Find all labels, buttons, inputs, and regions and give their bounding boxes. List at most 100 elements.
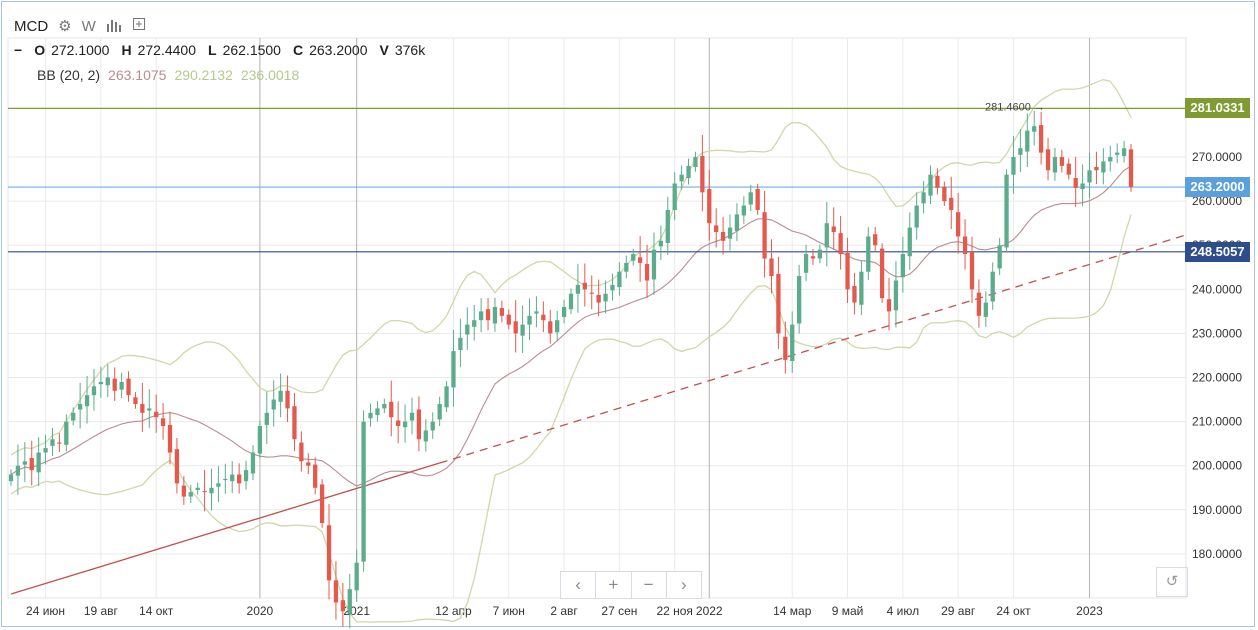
candle-body (541, 314, 546, 321)
candle-body (693, 157, 698, 167)
candle-body (700, 155, 705, 193)
candle-body (575, 284, 581, 294)
price-line-tag[interactable]: 263.2000 (1185, 177, 1250, 198)
candle-body (1018, 148, 1023, 155)
candle-body (195, 487, 200, 490)
candle-body (154, 411, 159, 418)
candle-body (1108, 157, 1113, 162)
candle-body (997, 245, 1002, 269)
candle-body (368, 412, 373, 419)
price-line-tag[interactable]: 248.5057 (1185, 241, 1250, 262)
candle-body (285, 390, 290, 409)
candle-body (921, 192, 926, 204)
ohlc-dash: − (14, 42, 23, 58)
price-line-tag[interactable]: 281.0331 (1185, 98, 1250, 119)
candle-body (596, 294, 601, 303)
add-compare-icon[interactable] (132, 17, 147, 35)
period-w-button[interactable]: W (81, 17, 96, 35)
candle-body (1038, 125, 1044, 153)
scroll-right-button[interactable]: › (681, 575, 687, 594)
x-tick-label: 14 мар (773, 604, 812, 618)
y-tick-label: 240.0000 (1192, 282, 1242, 296)
candle-body (271, 399, 276, 410)
ohlc-value: 272.4400 (137, 42, 197, 58)
candle-body (409, 412, 415, 421)
candle-body (451, 351, 456, 388)
candle-body (714, 225, 719, 233)
high-annotation: 281.4600 → (985, 102, 1045, 114)
candle-body (347, 589, 352, 615)
candle-body (29, 458, 34, 471)
candle-body (105, 377, 110, 386)
y-tick-label: 220.0000 (1192, 371, 1242, 385)
candle-body (1101, 161, 1106, 173)
x-tick-label: 22 ноя (656, 604, 692, 618)
gear-icon[interactable]: ⚙ (58, 17, 72, 35)
ohlc-value: 262.1500 (222, 42, 281, 58)
candle-body (402, 421, 408, 428)
candle-body (167, 424, 173, 453)
x-tick-label: 2021 (343, 604, 370, 618)
x-tick-label: 2023 (1076, 604, 1103, 618)
reset-view-button[interactable]: ↺ (1156, 567, 1188, 597)
bb-label[interactable]: BB (20, 2) (37, 67, 101, 83)
candle-body (976, 292, 982, 316)
bb-lower-value: 236.0018 (240, 67, 300, 83)
candle-body (582, 282, 587, 290)
candle-body (1059, 157, 1065, 166)
candle-body (492, 306, 498, 324)
candle-body (1025, 130, 1030, 152)
ohlc-key: O (34, 42, 46, 58)
candle-body (624, 262, 629, 272)
candle-body (568, 293, 574, 310)
candle-body (1011, 157, 1016, 175)
candle-body (755, 189, 760, 210)
candle-body (720, 232, 726, 241)
symbol-label[interactable]: MCD (14, 17, 49, 35)
candle-body (727, 227, 733, 239)
candle-body (845, 252, 850, 290)
candle-body (299, 442, 304, 462)
candle-body (319, 484, 325, 524)
candle-body (326, 525, 332, 581)
candle-body (1121, 148, 1127, 156)
scroll-left-button[interactable]: ‹ (561, 572, 597, 598)
candle-body (589, 292, 594, 294)
candle-body (22, 461, 27, 465)
ohlc-key: H (121, 42, 132, 58)
bb-mid-value: 263.1075 (108, 67, 167, 83)
candle-body (1128, 149, 1134, 188)
bb-lower-band (10, 214, 1132, 623)
bar-chart-icon[interactable] (106, 18, 122, 35)
x-tick-label: 24 окт (996, 604, 1031, 618)
candle-body (907, 227, 912, 257)
y-tick-label: 210.0000 (1192, 415, 1242, 429)
bb-upper-value: 290.2132 (174, 67, 233, 83)
candle-body (416, 409, 422, 440)
candle-body (1080, 183, 1085, 190)
candle-body (1115, 152, 1120, 155)
candle-body (465, 324, 470, 335)
candle-body (644, 263, 650, 281)
candle-body (983, 302, 988, 317)
candle-body (1004, 174, 1009, 248)
zoom-in-button[interactable]: + (596, 572, 632, 598)
candle-body (119, 381, 124, 390)
candle-body (707, 189, 712, 224)
zoom-out-button[interactable]: − (632, 572, 667, 598)
candle-body (472, 320, 477, 327)
candle-body (555, 320, 560, 333)
candle-body (91, 386, 97, 396)
candle-body (810, 256, 816, 259)
candle-body (160, 418, 166, 427)
candle-body (803, 254, 809, 273)
candle-body (831, 226, 836, 233)
candle-body (140, 403, 145, 413)
x-tick-label: 2022 (696, 604, 723, 618)
x-tick-label: 9 май (832, 604, 864, 618)
candle-body (935, 175, 940, 188)
candle-body (561, 306, 567, 317)
x-tick-label: 19 авг (84, 604, 119, 618)
